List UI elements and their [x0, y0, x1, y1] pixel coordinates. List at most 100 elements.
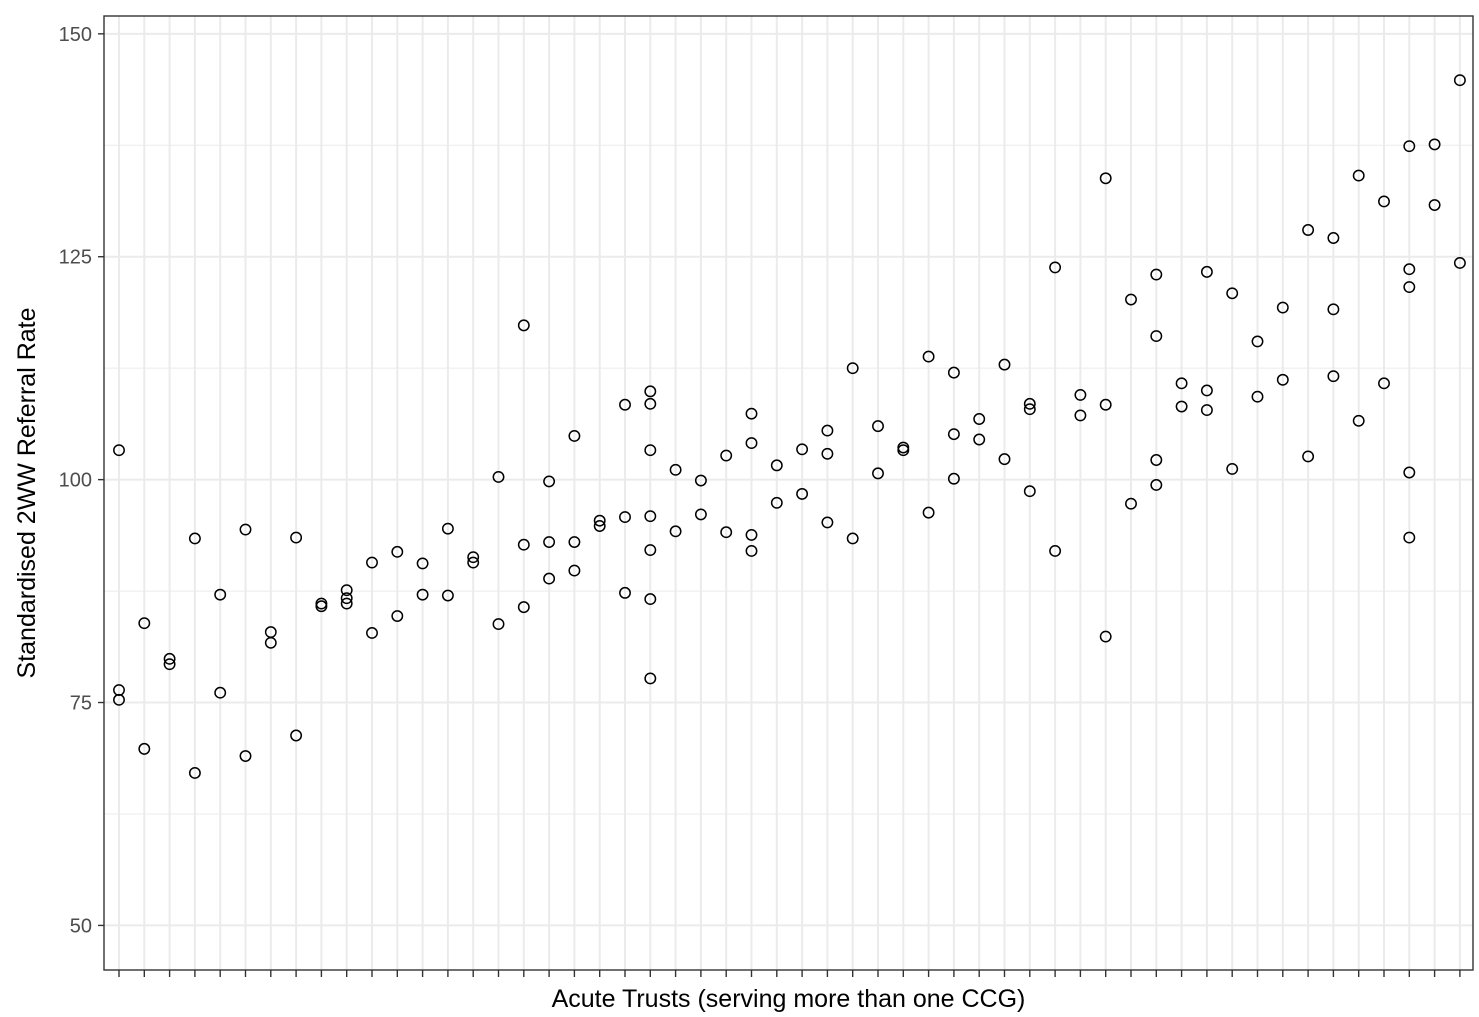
data-point	[568, 429, 581, 442]
data-point	[1403, 531, 1416, 544]
data-point	[441, 522, 454, 535]
data-point	[922, 350, 935, 363]
data-point	[1403, 466, 1416, 479]
data-point	[694, 508, 707, 521]
data-point	[517, 538, 530, 551]
data-point	[619, 398, 631, 411]
data-point	[113, 444, 125, 457]
y-tick-label: 150	[59, 24, 92, 46]
data-point	[1074, 388, 1087, 401]
data-point	[947, 428, 960, 441]
data-point	[315, 600, 328, 613]
data-point	[644, 593, 657, 606]
data-point	[922, 506, 935, 519]
data-point	[517, 601, 530, 614]
data-point	[340, 592, 353, 605]
data-point	[239, 750, 252, 762]
data-point	[1453, 74, 1466, 87]
y-axis-title: Standardised 2WW Referral Rate	[13, 308, 41, 679]
data-point	[1327, 303, 1340, 316]
data-point	[1023, 403, 1036, 416]
data-point	[568, 564, 581, 577]
data-point	[340, 597, 353, 610]
data-point	[770, 459, 783, 472]
data-point	[745, 545, 758, 557]
data-point	[1378, 195, 1390, 208]
data-point	[973, 433, 986, 446]
data-point	[188, 767, 201, 779]
data-point	[366, 627, 378, 639]
y-axis-tick-labels: 50 75 100 125 150	[59, 24, 92, 938]
data-point	[1302, 450, 1315, 463]
data-point	[391, 545, 404, 558]
data-point	[1327, 370, 1340, 383]
data-point	[821, 447, 834, 460]
data-point	[1428, 199, 1441, 211]
data-point	[416, 588, 429, 601]
data-point	[1302, 224, 1315, 236]
x-axis-ticks	[118, 970, 1461, 977]
data-point	[745, 528, 758, 541]
data-point	[1049, 545, 1062, 557]
data-point	[543, 536, 556, 548]
data-point	[1251, 335, 1264, 348]
data-point	[1023, 485, 1036, 498]
data-point	[1428, 138, 1441, 151]
data-point	[1074, 409, 1087, 422]
data-point	[669, 525, 682, 538]
data-point	[846, 532, 859, 545]
data-point	[720, 526, 733, 539]
data-point	[947, 366, 960, 379]
data-point	[1453, 257, 1466, 269]
data-point	[720, 449, 733, 462]
x-axis-title: Acute Trusts (serving more than one CCG)	[552, 985, 1026, 1013]
data-point	[138, 742, 151, 755]
data-point	[1150, 454, 1163, 466]
data-point	[1276, 373, 1289, 386]
data-point	[290, 729, 303, 742]
data-point	[391, 610, 404, 622]
data-point	[264, 636, 277, 649]
data-point	[770, 496, 783, 509]
grid-minor	[104, 144, 1473, 815]
data-point	[644, 397, 657, 410]
data-point	[239, 523, 252, 536]
data-point	[1175, 400, 1188, 413]
data-point	[1175, 377, 1188, 390]
data-point	[644, 510, 657, 523]
data-point	[467, 551, 480, 564]
data-point	[998, 453, 1011, 466]
data-point	[846, 362, 859, 375]
data-point	[1099, 172, 1112, 185]
data-point	[619, 586, 631, 599]
data-point	[1125, 497, 1137, 510]
data-point	[796, 487, 809, 500]
data-point	[745, 437, 758, 450]
data-point	[492, 471, 505, 483]
y-tick-label: 50	[70, 915, 92, 937]
data-point	[1327, 232, 1340, 244]
data-point	[872, 420, 884, 433]
data-point	[1352, 169, 1365, 182]
y-tick-label: 125	[59, 247, 92, 269]
data-point	[441, 589, 454, 602]
data-point	[340, 584, 353, 597]
data-point	[821, 516, 834, 529]
data-point	[1125, 293, 1137, 306]
data-point	[492, 618, 505, 631]
data-point	[1403, 140, 1416, 153]
data-point	[644, 672, 657, 685]
data-point	[1403, 281, 1416, 293]
data-point	[1226, 462, 1239, 475]
y-tick-label: 100	[59, 470, 92, 492]
data-point	[745, 407, 758, 420]
data-point	[1378, 377, 1390, 390]
data-point	[1403, 263, 1416, 276]
data-point	[1251, 390, 1264, 403]
data-point	[1150, 479, 1163, 491]
y-axis-ticks	[98, 33, 104, 927]
data-point	[821, 424, 834, 437]
data-point	[290, 531, 303, 544]
data-point	[113, 693, 125, 706]
